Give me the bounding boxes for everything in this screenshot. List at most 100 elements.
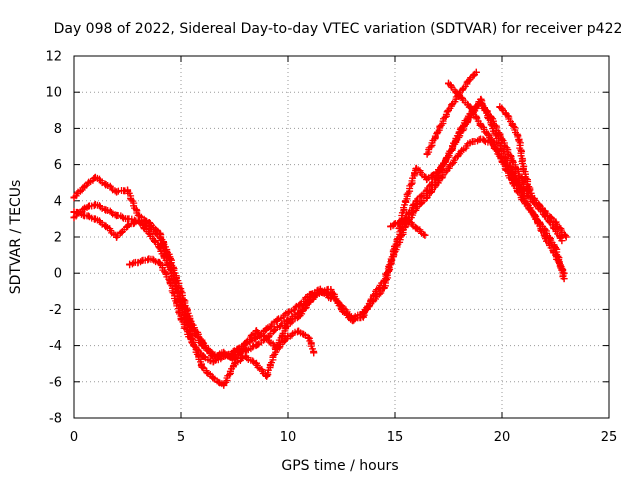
data-point xyxy=(156,244,164,252)
data-point xyxy=(423,150,431,158)
data-point xyxy=(91,200,99,208)
x-tick-label: 15 xyxy=(387,430,404,445)
data-point xyxy=(487,121,495,129)
data-point xyxy=(412,164,420,172)
data-point xyxy=(241,340,249,348)
data-point xyxy=(445,152,452,160)
x-axis-label: GPS time / hours xyxy=(281,458,398,474)
data-point xyxy=(519,164,527,172)
data-point xyxy=(477,95,485,103)
data-point xyxy=(166,255,174,263)
y-tick-label: -4 xyxy=(49,339,62,354)
data-point xyxy=(445,79,452,87)
data-point xyxy=(552,244,559,252)
data-point xyxy=(455,92,463,100)
data-point xyxy=(380,276,388,284)
data-point xyxy=(498,157,506,165)
data-point xyxy=(166,278,174,286)
data-point xyxy=(263,325,271,333)
data-point xyxy=(209,374,217,382)
data-point xyxy=(263,372,271,380)
data-point xyxy=(387,222,395,230)
data-point xyxy=(70,208,78,216)
data-point xyxy=(402,197,410,205)
data-point xyxy=(530,211,538,219)
series-track-9 xyxy=(387,217,429,239)
data-point xyxy=(560,275,568,283)
x-tick-label: 10 xyxy=(280,430,297,445)
data-point xyxy=(177,314,185,322)
series-track-5 xyxy=(395,95,566,245)
data-point xyxy=(113,188,121,196)
data-point xyxy=(348,316,356,324)
data-point xyxy=(477,135,485,143)
data-point xyxy=(327,295,335,303)
data-point xyxy=(434,168,442,176)
data-point xyxy=(102,206,110,214)
data-point xyxy=(124,186,131,194)
data-point xyxy=(295,313,303,321)
y-tick-label: 10 xyxy=(45,86,62,101)
data-point xyxy=(126,260,134,268)
x-tick-label: 20 xyxy=(494,430,511,445)
grid xyxy=(74,56,609,418)
data-point xyxy=(198,363,206,371)
data-point xyxy=(252,342,260,350)
data-point xyxy=(145,255,153,263)
data-point xyxy=(515,135,523,143)
data-series xyxy=(70,68,570,389)
data-point xyxy=(327,285,335,293)
y-tick-label: 12 xyxy=(45,50,62,65)
data-point xyxy=(295,327,303,335)
data-point xyxy=(412,204,420,212)
y-tick-label: 4 xyxy=(54,194,62,209)
data-point xyxy=(558,237,566,245)
data-point xyxy=(231,347,238,355)
x-tick-label: 25 xyxy=(601,430,618,445)
series-track-4 xyxy=(126,255,335,366)
data-point xyxy=(487,135,495,143)
data-point xyxy=(284,309,292,317)
data-point xyxy=(519,186,527,194)
data-point xyxy=(134,258,142,266)
data-point xyxy=(562,233,570,241)
data-point xyxy=(530,199,538,207)
data-point xyxy=(113,233,121,241)
y-axis-label: SDTVAR / TECUs xyxy=(8,180,24,295)
data-point xyxy=(124,222,131,230)
x-tick-label: 0 xyxy=(70,430,78,445)
data-point xyxy=(145,229,153,237)
data-point xyxy=(91,173,99,181)
x-tick-labels: 0 5 10 15 20 25 xyxy=(70,430,617,445)
data-point xyxy=(188,338,196,346)
data-point xyxy=(466,114,474,122)
data-point xyxy=(391,247,399,255)
y-tick-labels: -8 -6 -4 -2 0 2 4 6 8 10 12 xyxy=(45,50,62,427)
data-point xyxy=(231,360,238,368)
data-point xyxy=(412,197,420,205)
data-point xyxy=(145,219,153,227)
data-point xyxy=(338,305,345,313)
data-point xyxy=(305,298,313,306)
data-point xyxy=(81,182,89,190)
data-point xyxy=(198,352,206,360)
data-point xyxy=(273,342,281,350)
x-tick-label: 5 xyxy=(177,430,185,445)
chart-title: Day 098 of 2022, Sidereal Day-to-day VTE… xyxy=(54,21,623,37)
data-point xyxy=(502,110,510,118)
data-point xyxy=(541,211,549,219)
data-point xyxy=(284,320,292,328)
series-track-7 xyxy=(445,79,568,283)
data-point xyxy=(220,381,228,389)
data-point xyxy=(134,217,142,225)
axis-ticks xyxy=(73,55,610,419)
data-point xyxy=(423,175,431,183)
data-point xyxy=(252,327,260,335)
data-point xyxy=(209,358,217,366)
data-point xyxy=(466,76,474,84)
data-point xyxy=(316,285,324,293)
data-point xyxy=(472,68,480,76)
data-point xyxy=(434,179,442,187)
data-point xyxy=(81,204,89,212)
data-point xyxy=(273,324,281,331)
